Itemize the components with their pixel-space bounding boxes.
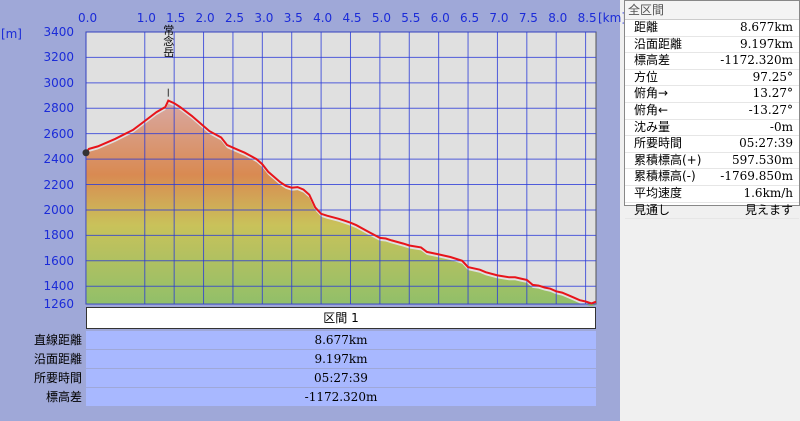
stat-value: -1172.320m <box>720 53 793 68</box>
overall-stats-panel: 全区間 距離 8.677km 沿面距離 9.197km 標高差 -1172.320m 方位 9… <box>624 0 800 220</box>
x-tick-label: 6.5 <box>460 11 480 25</box>
x-tick-label: 5.5 <box>401 11 421 25</box>
stat-row: 累積標高(+) 597.530m <box>625 153 799 170</box>
summary-label: 標高差 <box>45 390 82 404</box>
x-tick-label: 3.0 <box>254 11 274 25</box>
summary-row: 沿面距離 9.197km <box>0 350 620 368</box>
x-tick-label: 1.5 <box>166 11 186 25</box>
y-tick-label: 2000 <box>43 202 74 217</box>
x-tick-label: 2.5 <box>224 11 245 25</box>
summary-value: -1172.320m <box>86 388 596 406</box>
y-tick-label: 3000 <box>43 75 74 90</box>
summary-row: 所要時間 05:27:39 <box>0 369 620 387</box>
profile-panel: 0.0 1.0 1.5 2.0 2.5 3.0 3.5 4.0 4.5 5.0 5.5 6.0 6.5 7… <box>0 0 626 421</box>
stat-row: 俯角→ 13.27° <box>625 86 799 103</box>
summary-label: 沿面距離 <box>33 352 82 366</box>
x-tick-label: 8.5 <box>577 11 597 25</box>
elevation-line <box>85 99 597 305</box>
stat-value: -13.27° <box>748 102 793 117</box>
stat-value: 13.27° <box>752 86 793 101</box>
summary-value: 9.197km <box>86 350 596 368</box>
y-tick-label: 3200 <box>43 50 74 65</box>
terrain-fill <box>86 103 596 306</box>
stat-label: 見通し <box>634 202 671 217</box>
stat-value: 05:27:39 <box>739 136 793 151</box>
x-tick-label: 2.0 <box>195 11 215 25</box>
x-tick-label: 7.0 <box>489 11 509 25</box>
y-unit-label: [m] <box>0 27 22 41</box>
stat-row: 所要時間 05:27:39 <box>625 136 799 153</box>
y-tick-label: 1400 <box>43 279 74 294</box>
start-marker-icon <box>82 149 90 157</box>
x-tick-label: 0.0 <box>78 11 98 25</box>
summary-label: 直線距離 <box>33 333 82 347</box>
stat-row: 沿面距離 9.197km <box>625 37 799 54</box>
stat-row: 平均速度 1.6km/h <box>625 186 799 203</box>
stats-title: 全区間 <box>625 1 799 20</box>
stat-row: 標高差 -1172.320m <box>625 53 799 70</box>
x-tick-label: 1.0 <box>136 11 156 25</box>
x-tick-label: 7.5 <box>518 11 538 25</box>
stats-rows: 距離 8.677km 沿面距離 9.197km 標高差 -1172.320m 方位 97.25… <box>625 20 799 220</box>
stat-label: 俯角← <box>634 102 669 117</box>
stat-label: 標高差 <box>634 53 671 68</box>
stat-row: 俯角← -13.27° <box>625 103 799 120</box>
stat-row: 距離 8.677km <box>625 20 799 37</box>
x-tick-label: 5.0 <box>371 11 391 25</box>
summary-value: 05:27:39 <box>86 369 596 387</box>
y-tick-label: 3400 <box>43 25 74 39</box>
stat-value: 97.25° <box>752 69 793 84</box>
stat-value: -1769.850m <box>720 169 793 184</box>
summary-row: 直線距離 8.677km <box>0 331 620 349</box>
stat-value: -0m <box>769 119 793 134</box>
y-tick-label: 1260 <box>43 297 74 311</box>
stat-row: 累積標高(-) -1769.850m <box>625 169 799 186</box>
stat-label: 所要時間 <box>634 136 683 151</box>
summary-value: 8.677km <box>86 331 596 349</box>
stat-label: 俯角→ <box>634 86 669 101</box>
stat-label: 平均速度 <box>634 185 683 200</box>
stat-value: 597.530m <box>731 152 793 167</box>
x-tick-label: 6.0 <box>430 11 450 25</box>
y-tick-label: 2200 <box>43 177 74 192</box>
section-header[interactable]: 区間 1 <box>86 307 596 329</box>
y-tick-label: 1600 <box>43 253 74 268</box>
stat-label: 累積標高(-) <box>634 169 696 184</box>
y-tick-label: 1800 <box>43 228 74 243</box>
y-tick-label: 2800 <box>43 101 74 116</box>
x-tick-label: 3.5 <box>283 11 303 25</box>
stat-label: 沿面距離 <box>634 36 683 51</box>
stat-row: 方位 97.25° <box>625 70 799 87</box>
stat-value: 1.6km/h <box>743 185 793 200</box>
x-tick-label: 8.0 <box>548 11 568 25</box>
stat-label: 方位 <box>634 69 659 84</box>
y-tick-label: 2400 <box>43 152 74 167</box>
stat-label: 距離 <box>634 20 659 34</box>
summary-label: 所要時間 <box>33 371 82 385</box>
elevation-profile-chart[interactable]: 常念岳 <box>0 0 620 306</box>
stat-row: 沈み量 -0m <box>625 120 799 137</box>
y-tick-label: 2600 <box>43 126 74 141</box>
stat-label: 累積標高(+) <box>634 152 702 167</box>
stat-value: 9.197km <box>739 36 793 51</box>
x-unit-label: [km] <box>598 11 627 25</box>
stat-label: 沈み量 <box>634 119 671 134</box>
stat-value: 見えます <box>744 202 793 217</box>
stat-row: 見通し 見えます <box>625 203 799 220</box>
summary-row: 標高差 -1172.320m <box>0 388 620 406</box>
x-tick-label: 4.5 <box>342 11 362 25</box>
stat-value: 8.677km <box>739 20 793 34</box>
x-tick-label: 4.0 <box>313 11 333 25</box>
peak-label: 常念岳 <box>162 24 175 57</box>
